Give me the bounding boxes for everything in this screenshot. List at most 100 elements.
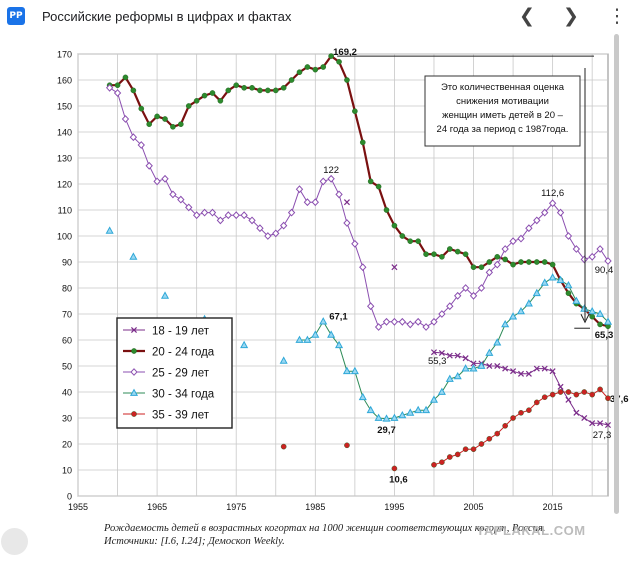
data-point-3 (540, 278, 549, 286)
data-point-4 (565, 389, 572, 395)
data-point-0 (446, 352, 453, 359)
data-point-2 (398, 317, 407, 326)
data-point-3 (319, 317, 328, 325)
chevron-left-icon[interactable]: ❮ (519, 5, 535, 27)
data-point-1 (178, 121, 184, 127)
data-point-4 (534, 399, 540, 406)
data-point-1 (304, 64, 311, 70)
data-point-1 (359, 139, 366, 146)
data-point-3 (422, 405, 431, 414)
site-title[interactable]: Российские реформы в цифрах и фактах (42, 9, 292, 24)
data-point-1 (146, 121, 152, 127)
arrow-head (580, 313, 590, 324)
data-point-4 (344, 442, 350, 449)
data-point-2 (469, 291, 478, 300)
annotation-text: снижения мотивации (456, 96, 549, 107)
data-point-1 (446, 246, 453, 252)
watermark: YAPLAKAL.COM (476, 523, 586, 538)
data-point-1 (225, 87, 232, 94)
annotation-text: Это количественная оценка (441, 82, 565, 93)
data-point-2 (525, 224, 533, 233)
legend-marker (131, 411, 137, 417)
data-point-1 (122, 74, 129, 81)
data-point-3 (342, 366, 352, 375)
data-point-0 (502, 365, 509, 372)
data-point-3 (477, 361, 486, 369)
chevron-right-icon[interactable]: ❯ (563, 5, 579, 27)
data-point-2 (311, 198, 319, 207)
legend-label: 25 - 29 лет (152, 368, 210, 380)
y-tick-label: 40 (62, 388, 72, 398)
data-point-3 (588, 306, 597, 315)
data-point-2 (430, 317, 438, 326)
legend-label: 18 - 19 лет (152, 326, 210, 338)
data-point-3 (572, 296, 581, 304)
data-point-1 (193, 98, 200, 104)
data-point-1 (383, 207, 390, 213)
data-point-1 (399, 233, 406, 239)
data-point-2 (461, 284, 470, 292)
data-point-2 (121, 115, 130, 123)
data-point-1 (415, 238, 421, 244)
data-point-2 (295, 185, 304, 194)
data-point-3 (501, 319, 510, 328)
series-line-3 (299, 277, 609, 420)
legend-label: 20 - 24 года (152, 347, 215, 359)
y-tick-label: 10 (62, 466, 72, 476)
data-point-2 (200, 208, 209, 217)
data-point-4 (518, 409, 524, 416)
data-point-1 (462, 251, 469, 257)
y-tick-label: 30 (62, 414, 72, 424)
scrollbar[interactable] (614, 34, 619, 514)
data-point-1 (201, 92, 208, 99)
legend-marker (131, 348, 137, 354)
data-point-0 (549, 368, 556, 375)
data-point-2 (564, 232, 573, 240)
data-label: 122 (323, 165, 339, 176)
y-tick-label: 140 (57, 128, 72, 138)
data-point-1 (162, 116, 168, 122)
data-point-4 (589, 391, 595, 398)
data-point-2 (153, 177, 161, 186)
data-point-2 (580, 255, 588, 264)
y-tick-label: 60 (62, 336, 72, 346)
legend-marker (130, 368, 138, 376)
x-tick-label: 1965 (147, 502, 167, 512)
data-point-2 (240, 211, 248, 220)
more-options-icon[interactable]: ⋮ (607, 5, 627, 27)
annotation-text: 24 года за период с 1987года. (437, 124, 569, 135)
data-point-2 (382, 317, 391, 326)
data-point-1 (510, 261, 516, 268)
series-line-1 (109, 54, 609, 328)
data-point-1 (233, 82, 240, 89)
data-point-1 (454, 248, 461, 255)
data-point-3 (334, 340, 344, 349)
data-label: 67,1 (329, 312, 348, 323)
data-point-1 (439, 253, 445, 260)
legend-label: 30 - 34 года (152, 389, 215, 401)
data-label: 55,3 (428, 356, 447, 367)
data-point-3 (129, 252, 138, 260)
x-tick-label: 2015 (543, 502, 563, 512)
data-point-3 (461, 364, 470, 372)
data-point-4 (605, 395, 611, 402)
avatar[interactable] (1, 528, 28, 555)
data-point-0 (517, 370, 525, 377)
data-point-4 (526, 407, 532, 414)
data-point-1 (526, 259, 532, 265)
data-point-2 (588, 252, 596, 261)
data-point-1 (209, 90, 216, 96)
data-point-2 (105, 83, 114, 92)
data-point-1 (185, 103, 192, 109)
data-point-1 (336, 58, 342, 65)
data-point-1 (320, 64, 327, 70)
data-point-0 (589, 420, 596, 427)
data-point-0 (557, 383, 564, 390)
data-point-2 (177, 195, 185, 204)
data-point-1 (494, 253, 501, 260)
data-point-1 (312, 66, 319, 73)
data-point-0 (454, 352, 461, 359)
data-point-1 (534, 259, 540, 265)
data-point-2 (113, 89, 122, 97)
data-point-3 (303, 335, 312, 343)
